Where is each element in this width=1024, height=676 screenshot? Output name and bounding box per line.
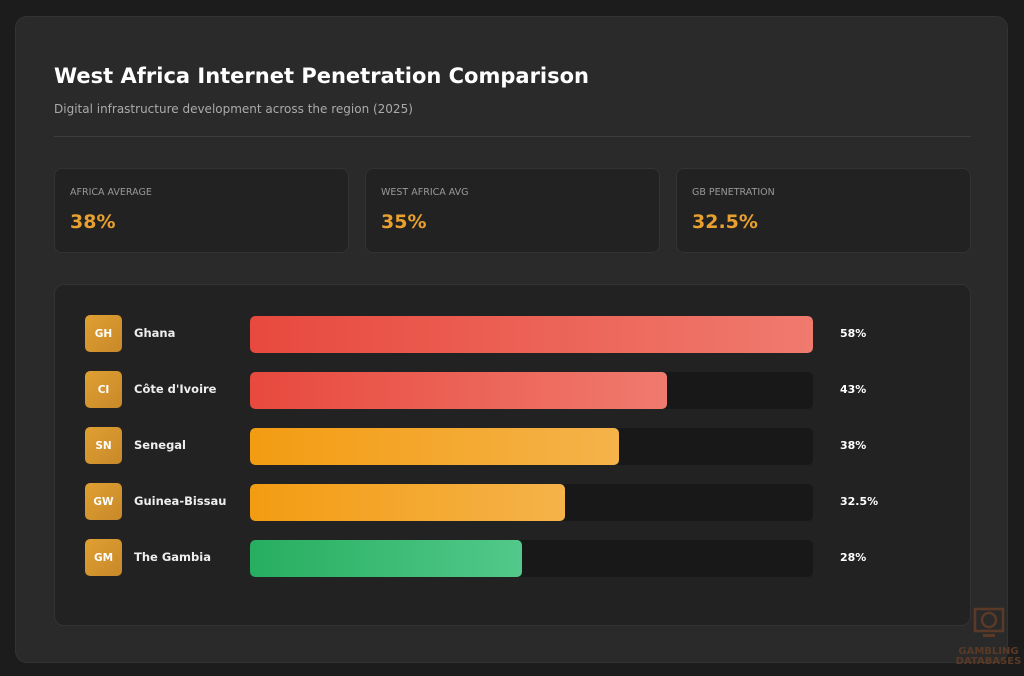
value-label: 38% bbox=[840, 439, 867, 452]
country-label: Guinea-Bissau bbox=[134, 494, 227, 508]
stat-card-gb-penetration: GB Penetration 32.5% bbox=[676, 168, 971, 253]
country-code-badge: GW bbox=[85, 483, 122, 520]
country-label: Senegal bbox=[134, 438, 187, 452]
stat-value: 35% bbox=[381, 211, 427, 233]
page-title: West Africa Internet Penetration Compari… bbox=[54, 64, 589, 88]
value-label: 58% bbox=[840, 327, 867, 340]
stat-label: West Africa Avg bbox=[381, 187, 469, 198]
bar bbox=[250, 428, 619, 465]
bar bbox=[250, 372, 668, 409]
country-label: Ghana bbox=[134, 326, 176, 340]
divider bbox=[54, 136, 971, 137]
country-code-badge: SN bbox=[85, 427, 122, 464]
bar-track bbox=[250, 428, 813, 465]
bar-chart-panel: GH Ghana 58% CI Côte d'Ivoire 43% SN Seneg… bbox=[54, 284, 971, 626]
value-label: 43% bbox=[840, 383, 867, 396]
bar-track bbox=[250, 316, 813, 353]
bar-row: SN Senegal 38% bbox=[85, 427, 945, 465]
stat-label: Africa Average bbox=[70, 187, 152, 198]
country-label: The Gambia bbox=[134, 550, 211, 564]
bar-track bbox=[250, 372, 813, 409]
bar-row: CI Côte d'Ivoire 43% bbox=[85, 371, 945, 409]
value-label: 28% bbox=[840, 551, 867, 564]
bar bbox=[250, 540, 522, 577]
bar bbox=[250, 316, 813, 353]
bar-row: GH Ghana 58% bbox=[85, 315, 945, 353]
bar-track bbox=[250, 540, 813, 577]
stat-card-west-africa-avg: West Africa Avg 35% bbox=[365, 168, 660, 253]
bar-row: GM The Gambia 28% bbox=[85, 539, 945, 577]
stat-card-africa-average: Africa Average 38% bbox=[54, 168, 349, 253]
country-code-badge: GM bbox=[85, 539, 122, 576]
bar-row: GW Guinea-Bissau 32.5% bbox=[85, 483, 945, 521]
bar-track bbox=[250, 484, 813, 521]
bar bbox=[250, 484, 566, 521]
country-label: Côte d'Ivoire bbox=[134, 382, 217, 396]
country-code-badge: GH bbox=[85, 315, 122, 352]
stat-value: 38% bbox=[70, 211, 116, 233]
page-subtitle: Digital infrastructure development acros… bbox=[54, 102, 413, 116]
main-card: West Africa Internet Penetration Compari… bbox=[15, 16, 1008, 663]
watermark-logo: GAMBLING DATABASES bbox=[953, 604, 1024, 676]
value-label: 32.5% bbox=[840, 495, 879, 508]
country-code-badge: CI bbox=[85, 371, 122, 408]
stat-label: GB Penetration bbox=[692, 187, 775, 198]
stat-value: 32.5% bbox=[692, 211, 758, 233]
monitor-chip-icon bbox=[973, 607, 1004, 637]
